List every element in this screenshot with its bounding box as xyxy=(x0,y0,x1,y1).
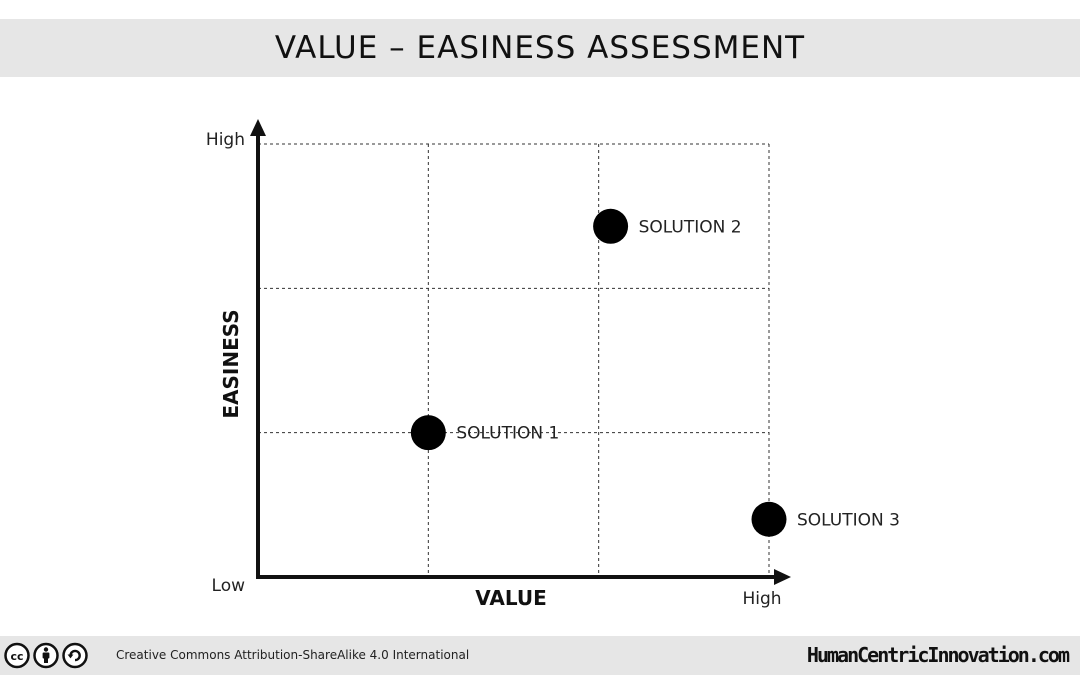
chart-grid xyxy=(258,143,770,577)
y-axis-label: EASINESS xyxy=(219,309,243,418)
chart-points: SOLUTION 1 SOLUTION 2 SOLUTION 3 xyxy=(410,208,900,537)
data-point-solution-3 xyxy=(751,501,787,537)
data-point-solution-1 xyxy=(410,415,446,451)
title-bar: VALUE – EASINESS ASSESSMENT xyxy=(0,19,1080,77)
license-badge-icons: cc xyxy=(4,642,88,669)
y-tick-high: High xyxy=(206,130,245,150)
cc-icon: cc xyxy=(4,642,30,669)
license-badges: cc xyxy=(4,642,88,669)
chart-labels: High Low High VALUE EASINESS xyxy=(206,130,782,610)
data-label-solution-2: SOLUTION 2 xyxy=(639,217,742,237)
site-link[interactable]: HumanCentricInnovation.com xyxy=(806,643,1070,667)
data-label-solution-3: SOLUTION 3 xyxy=(797,510,900,530)
y-axis-arrow xyxy=(250,119,266,136)
x-axis-arrow xyxy=(774,569,791,585)
data-label-solution-1: SOLUTION 1 xyxy=(456,424,559,444)
page-title: VALUE – EASINESS ASSESSMENT xyxy=(274,30,806,66)
x-tick-high: High xyxy=(742,589,781,609)
x-axis-label: VALUE xyxy=(475,586,547,610)
y-tick-low: Low xyxy=(212,576,246,596)
data-point-solution-2 xyxy=(593,208,629,244)
svg-text:cc: cc xyxy=(10,650,23,663)
footer-bar: cc Creative Commons Attribution-ShareAli… xyxy=(0,636,1080,675)
license-text: Creative Commons Attribution-ShareAlike … xyxy=(116,648,470,662)
chart-axes xyxy=(250,119,791,585)
share-alike-icon xyxy=(62,642,88,669)
attribution-icon xyxy=(33,642,59,669)
